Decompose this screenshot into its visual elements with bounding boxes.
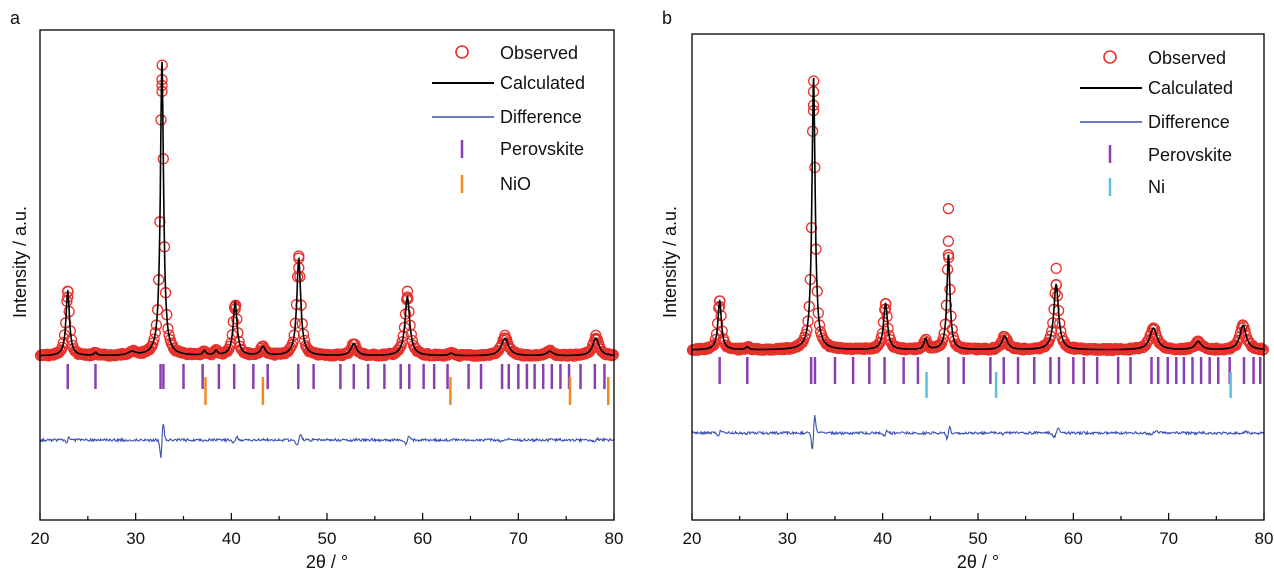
panel-label: b (662, 8, 672, 28)
x-axis-label: 2θ / ° (957, 552, 999, 572)
x-tick-label: 50 (318, 529, 337, 548)
y-axis-label: Intensity / a.u. (660, 206, 680, 318)
observed-point (999, 331, 1011, 343)
observed-point (583, 346, 595, 358)
calculated-line (40, 61, 614, 357)
plot-frame (39, 29, 615, 521)
x-tick-label: 60 (1064, 529, 1083, 548)
legend-difference-label: Difference (1148, 112, 1230, 132)
observed-point (287, 336, 299, 348)
legend-observed-label: Observed (1148, 48, 1226, 68)
observed-point (499, 332, 511, 345)
x-tick-label: 30 (778, 529, 797, 548)
observed-point (394, 342, 406, 354)
x-tick-label: 80 (1255, 529, 1274, 548)
plot-area: 20 30 40 50 60 70 80 (683, 33, 1274, 548)
observed-point (1149, 323, 1161, 335)
plot-frame (691, 33, 1265, 521)
phase2-ticks (204, 377, 610, 405)
observed-point (942, 235, 955, 247)
legend-phase2-label: Ni (1148, 177, 1165, 197)
observed-point (1257, 343, 1269, 356)
legend-calculated-label: Calculated (1148, 78, 1233, 98)
observed-series (34, 59, 619, 362)
observed-point (933, 340, 946, 352)
legend-calculated-label: Calculated (500, 73, 585, 93)
plot-area: 20 30 40 50 60 70 80 (31, 29, 624, 548)
observed-point (935, 339, 947, 351)
legend-observed-marker (1103, 50, 1117, 64)
observed-point (708, 338, 720, 351)
legend-perovskite-label: Perovskite (1148, 145, 1232, 165)
observed-point (1040, 339, 1052, 351)
difference-line (691, 415, 1265, 450)
observed-point (148, 333, 160, 345)
legend: Observed Calculated Difference Perovskit… (432, 43, 585, 194)
x-tick-label: 80 (605, 529, 624, 548)
x-tick-label: 70 (509, 529, 528, 548)
panel-a: 20 30 40 50 60 70 80 a Intensity / a.u. 2θ / °… (10, 8, 623, 572)
panel-b: 20 30 40 50 60 70 80 b Intensity / a.u. 2θ / °… (660, 8, 1273, 572)
x-tick-label: 30 (126, 529, 145, 548)
difference-line (39, 423, 615, 458)
observed-point (1044, 330, 1057, 342)
panel-label: a (10, 8, 21, 28)
observed-point (606, 349, 618, 362)
x-axis: 20 30 40 50 60 70 80 (683, 513, 1274, 548)
calculated-line (692, 77, 1264, 351)
perovskite-ticks (718, 357, 1262, 384)
legend: Observed Calculated Difference Perovskit… (1080, 48, 1233, 197)
legend-difference-label: Difference (500, 107, 582, 127)
x-tick-label: 40 (222, 529, 241, 548)
observed-point (707, 339, 719, 352)
legend-perovskite-label: Perovskite (500, 139, 584, 159)
observed-point (873, 337, 885, 350)
observed-series (686, 75, 1269, 357)
y-axis-label: Intensity / a.u. (10, 206, 30, 318)
x-axis: 20 30 40 50 60 70 80 (31, 513, 624, 548)
observed-point (590, 332, 602, 345)
observed-point (937, 333, 949, 345)
x-tick-label: 20 (683, 529, 702, 548)
x-tick-label: 70 (1159, 529, 1178, 548)
observed-point (163, 329, 175, 341)
phase2-ticks (925, 372, 1232, 398)
observed-point (942, 202, 955, 215)
x-tick-label: 40 (873, 529, 892, 548)
legend-observed-label: Observed (500, 43, 578, 63)
perovskite-ticks (66, 364, 606, 389)
x-tick-label: 60 (413, 529, 432, 548)
observed-point (590, 329, 602, 342)
legend-observed-marker (455, 45, 469, 59)
observed-point (1237, 319, 1249, 332)
observed-point (499, 329, 511, 342)
observed-point (1050, 262, 1062, 275)
x-tick-label: 20 (31, 529, 50, 548)
x-axis-label: 2θ / ° (306, 552, 348, 572)
legend-phase2-label: NiO (500, 174, 531, 194)
observed-point (1140, 337, 1153, 349)
observed-point (1143, 334, 1155, 346)
observed-point (1147, 322, 1160, 334)
observed-point (401, 291, 414, 303)
x-tick-label: 50 (969, 529, 988, 548)
